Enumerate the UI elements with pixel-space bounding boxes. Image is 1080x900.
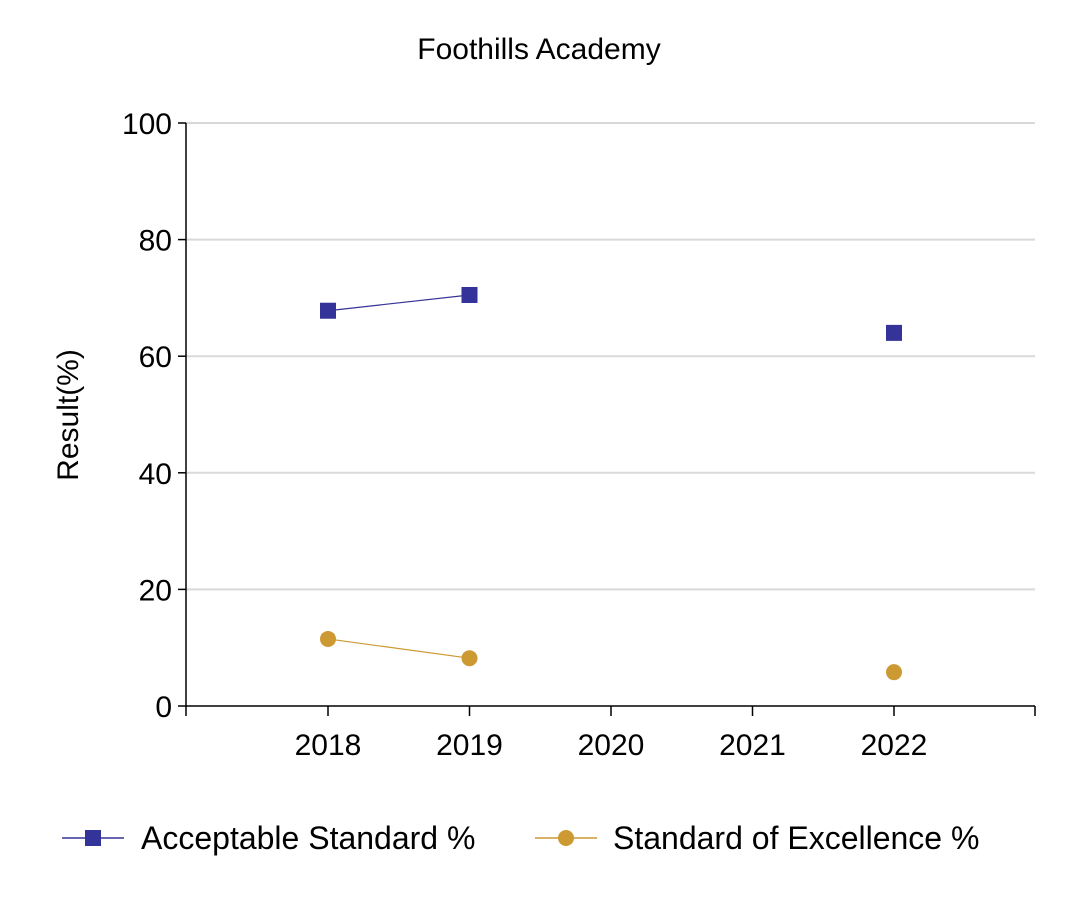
x-tick-label: 2018 xyxy=(295,729,362,762)
legend-label: Acceptable Standard % xyxy=(141,820,475,856)
series-line-segment xyxy=(327,294,470,312)
series-line-segment xyxy=(327,638,470,659)
y-tick-label: 80 xyxy=(139,225,172,258)
legend-item-0: Acceptable Standard % xyxy=(62,820,475,856)
series-0 xyxy=(320,286,902,341)
data-point-circle xyxy=(461,650,478,667)
data-point-square xyxy=(320,302,336,319)
y-tick-label: 60 xyxy=(139,341,172,374)
series-1 xyxy=(320,630,902,681)
y-tick-label: 0 xyxy=(155,691,172,724)
y-tick-label: 20 xyxy=(139,574,172,607)
x-tick-label: 2021 xyxy=(719,729,786,762)
data-point-circle xyxy=(320,630,336,647)
series-group xyxy=(320,286,902,681)
y-tick-label: 40 xyxy=(139,458,172,491)
axes: 0 20 40 60 80 100 2018 2019 2020 2021 2022 xyxy=(122,108,1036,762)
y-tick-label: 100 xyxy=(122,108,172,141)
x-tick-label: 2022 xyxy=(861,729,928,762)
legend-label: Standard of Excellence % xyxy=(613,820,979,856)
data-point-square xyxy=(886,324,902,341)
chart-title: Foothills Academy xyxy=(417,33,660,66)
legend-marker-square xyxy=(85,830,101,846)
legend-item-1: Standard of Excellence % xyxy=(535,820,979,856)
data-point-square xyxy=(461,286,478,303)
y-axis-label: Result(%) xyxy=(52,349,85,481)
x-tick-label: 2020 xyxy=(578,729,645,762)
x-tick-label: 2019 xyxy=(436,729,503,762)
legend: Acceptable Standard % Standard of Excelle… xyxy=(62,820,979,856)
legend-marker-circle xyxy=(558,830,574,846)
data-point-circle xyxy=(886,664,902,681)
gridlines xyxy=(186,122,1035,591)
